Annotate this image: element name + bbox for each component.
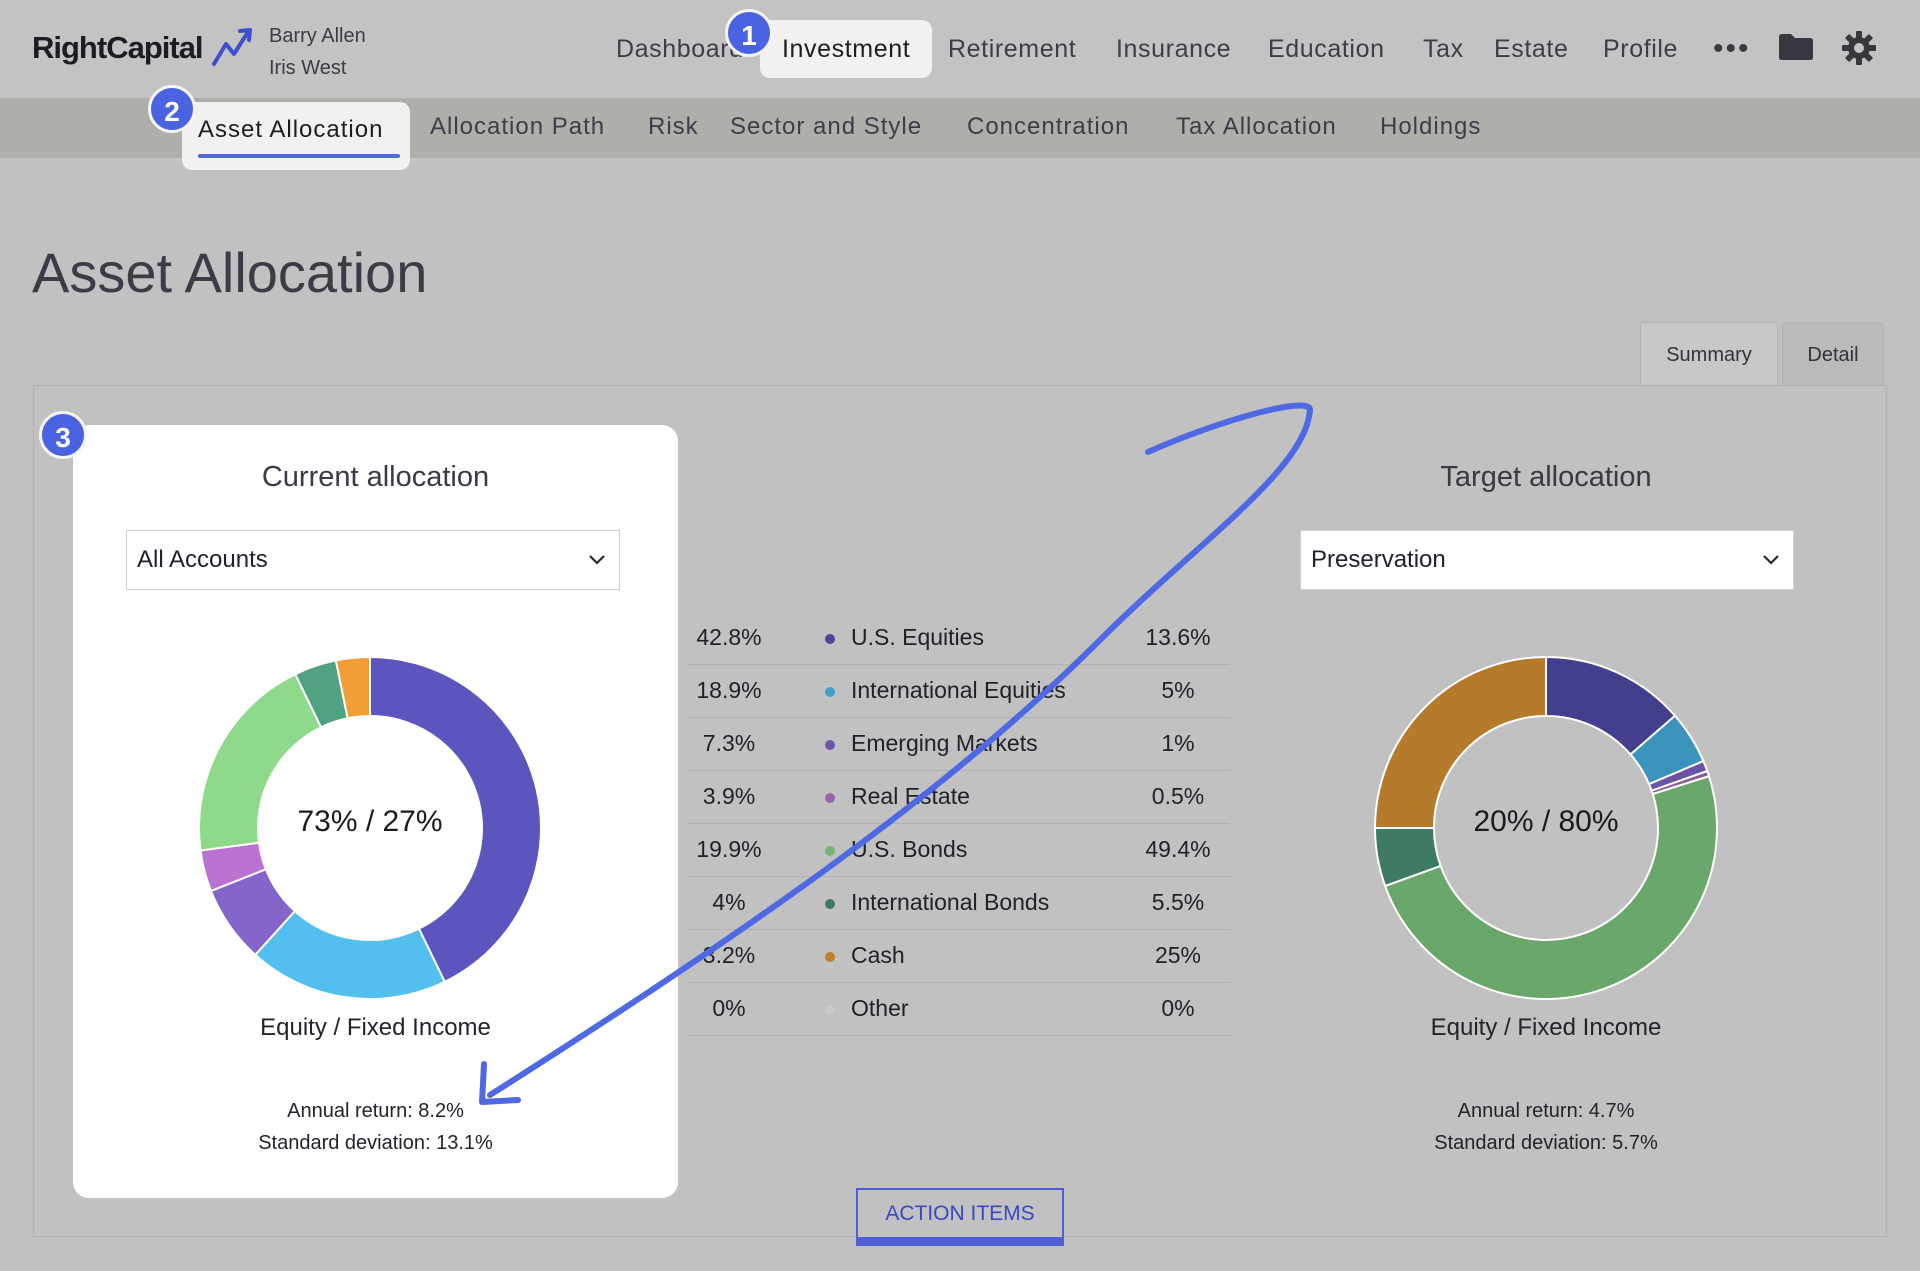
subnav-holdings[interactable]: Holdings [1380, 113, 1482, 140]
subnav-allocation-path[interactable]: Allocation Path [430, 113, 606, 140]
target-allocation-donut [1373, 655, 1718, 1000]
target-caption: Equity / Fixed Income [1430, 1014, 1662, 1041]
current-caption: Equity / Fixed Income [260, 1014, 491, 1041]
legend-dot-icon [825, 634, 835, 644]
brand-logo[interactable]: RightCapital [32, 30, 204, 65]
legend-asset-class: International Bonds [851, 889, 1050, 915]
nav-education[interactable]: Education [1268, 35, 1385, 63]
legend-dot-icon [825, 899, 835, 909]
legend-target-pct: 13.6% [1145, 624, 1211, 650]
legend-target-pct: 0% [1161, 995, 1195, 1021]
page-title: Asset Allocation [32, 241, 428, 304]
tab-summary[interactable]: Summary [1640, 322, 1778, 386]
subnav-asset-allocation[interactable]: Asset Allocation [182, 102, 410, 170]
step-badge-1: 1 [725, 9, 773, 57]
current-allocation-title: Current allocation [261, 461, 490, 493]
target-stats: Annual return: 4.7% Standard deviation: … [1300, 1095, 1792, 1159]
legend-target-pct: 25% [1154, 942, 1202, 968]
client-name-1: Barry Allen [269, 25, 366, 47]
target-select-value: Preservation [1311, 546, 1446, 573]
legend-current-pct: 4% [712, 889, 746, 915]
nav-retirement[interactable]: Retirement [948, 35, 1077, 63]
legend-current-pct: 0% [712, 995, 746, 1021]
subnav-tax-allocation[interactable]: Tax Allocation [1176, 113, 1337, 140]
top-header: RightCapital Barry Allen Iris West Dashb… [0, 0, 1920, 98]
legend-asset-class: Other [851, 995, 909, 1021]
legend-asset-class: U.S. Bonds [851, 836, 968, 862]
current-std-dev: Standard deviation: 13.1% [258, 1132, 493, 1154]
account-select-value: All Accounts [137, 546, 268, 573]
legend-asset-class: Emerging Markets [851, 730, 1038, 756]
client-names[interactable]: Barry Allen Iris West [269, 20, 366, 84]
legend-current-pct: 3.9% [702, 783, 756, 809]
more-menu-icon[interactable]: ••• [1713, 32, 1751, 65]
legend-row: 4% International Bonds 5.5% [688, 877, 1230, 930]
client-name-2: Iris West [269, 57, 347, 79]
legend-current-pct: 18.9% [696, 677, 762, 703]
legend-current-pct: 7.3% [702, 730, 756, 756]
current-equity-fixed-ratio: 73% / 27% [297, 805, 443, 838]
chevron-down-icon [1763, 555, 1779, 565]
subnav-sector-style[interactable]: Sector and Style [730, 113, 923, 140]
legend-row: 3.9% Real Estate 0.5% [688, 771, 1230, 824]
step-badge-3: 3 [39, 411, 87, 459]
donut-slice-cash[interactable] [334, 655, 371, 720]
current-annual-return: Annual return: 8.2% [287, 1100, 464, 1122]
current-stats: Annual return: 8.2% Standard deviation: … [73, 1095, 678, 1159]
chevron-down-icon [589, 555, 605, 565]
legend-asset-class: International Equities [851, 677, 1066, 703]
legend-dot-icon [825, 1005, 835, 1015]
nav-estate[interactable]: Estate [1494, 35, 1569, 63]
legend-target-pct: 49.4% [1145, 836, 1211, 862]
legend-row: 42.8% U.S. Equities 13.6% [688, 612, 1230, 665]
subnav-risk[interactable]: Risk [648, 113, 699, 140]
current-allocation-card: Current allocation All Accounts 73% / 27… [73, 425, 678, 1198]
account-select[interactable]: All Accounts [126, 530, 620, 590]
legend-row: 7.3% Emerging Markets 1% [688, 718, 1230, 771]
donut-slice-u-s-bonds[interactable] [1383, 774, 1718, 1000]
nav-insurance[interactable]: Insurance [1116, 35, 1232, 63]
legend-dot-icon [825, 687, 835, 697]
legend-dot-icon [825, 846, 835, 856]
target-std-dev: Standard deviation: 5.7% [1434, 1132, 1658, 1154]
action-items-button[interactable]: ACTION ITEMS [856, 1188, 1064, 1246]
gear-icon[interactable] [1841, 30, 1877, 66]
folder-icon[interactable] [1778, 33, 1814, 61]
step-badge-2: 2 [148, 85, 196, 133]
target-equity-fixed-ratio: 20% / 80% [1473, 805, 1619, 838]
nav-tax[interactable]: Tax [1423, 35, 1464, 63]
target-allocation-title: Target allocation [1440, 461, 1652, 493]
nav-dashboard[interactable]: Dashboard [616, 35, 744, 63]
legend-row: 18.9% International Equities 5% [688, 665, 1230, 718]
legend-row: 0% Other 0% [688, 983, 1230, 1036]
legend-asset-class: Real Estate [851, 783, 970, 809]
subnav-asset-allocation-label: Asset Allocation [198, 116, 384, 143]
allocation-legend-table: 42.8% U.S. Equities 13.6% 18.9% Internationa… [688, 612, 1230, 1036]
legend-current-pct: 19.9% [696, 836, 762, 862]
legend-asset-class: Cash [851, 942, 905, 968]
legend-target-pct: 5% [1161, 677, 1195, 703]
legend-target-pct: 1% [1161, 730, 1195, 756]
legend-target-pct: 0.5% [1151, 783, 1205, 809]
legend-current-pct: 42.8% [696, 624, 762, 650]
subnav-concentration[interactable]: Concentration [967, 113, 1130, 140]
target-model-select[interactable]: Preservation [1300, 530, 1794, 590]
target-annual-return: Annual return: 4.7% [1457, 1100, 1635, 1122]
legend-asset-class: U.S. Equities [851, 624, 984, 650]
tab-detail[interactable]: Detail [1782, 322, 1884, 386]
legend-row: 19.9% U.S. Bonds 49.4% [688, 824, 1230, 877]
legend-row: 3.2% Cash 25% [688, 930, 1230, 983]
logo-arrow-icon [212, 28, 252, 66]
legend-dot-icon [825, 952, 835, 962]
nav-profile[interactable]: Profile [1603, 35, 1679, 63]
legend-target-pct: 5.5% [1151, 889, 1205, 915]
legend-dot-icon [825, 793, 835, 803]
legend-current-pct: 3.2% [702, 942, 756, 968]
legend-dot-icon [825, 740, 835, 750]
active-tab-underline [198, 154, 400, 158]
donut-slice-cash[interactable] [1373, 655, 1547, 829]
nav-investment[interactable]: Investment [760, 20, 933, 78]
